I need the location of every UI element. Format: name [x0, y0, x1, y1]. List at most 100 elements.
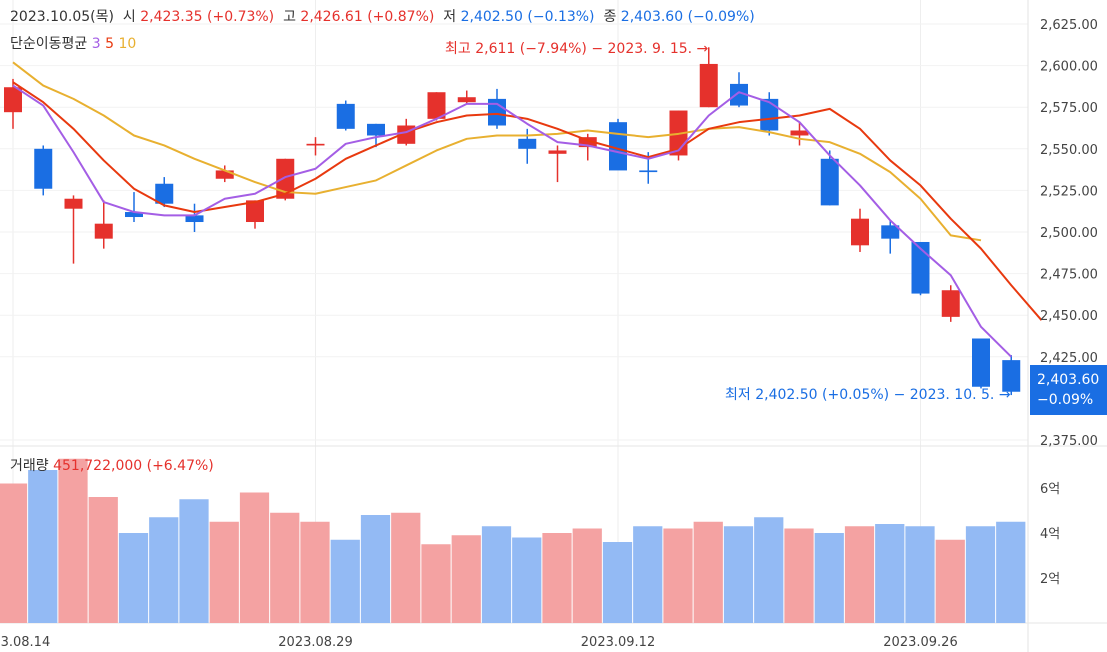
- last-price: 2,403.60: [1037, 372, 1100, 388]
- volume-bar: [935, 539, 965, 623]
- candle-body: [427, 92, 446, 119]
- y-tick-label: 2,525.00: [1040, 184, 1098, 199]
- volume-bar: [784, 528, 814, 623]
- x-tick-label: 2023.08.29: [278, 635, 352, 650]
- candle-body: [276, 158, 295, 199]
- ma3-legend: 3: [91, 36, 101, 52]
- candle-body: [457, 97, 476, 103]
- ma-legend[interactable]: 단순이동평균 3 5 10: [10, 33, 136, 53]
- low-label: 저: [443, 9, 457, 25]
- y-axis: 2,625.00 2,600.00 2,575.00 2,550.00 2,525.00…: [1040, 18, 1098, 449]
- volume-bar: [542, 533, 572, 623]
- volume-bar: [118, 533, 149, 623]
- candle-body: [336, 103, 355, 129]
- volume-bar: [0, 483, 28, 623]
- y-tick-label: 2,425.00: [1040, 351, 1098, 366]
- volume-bar: [270, 512, 300, 623]
- moving-average-lines: [12, 61, 1043, 358]
- volume-bar: [965, 526, 996, 623]
- y-tick-label: 2,375.00: [1040, 434, 1098, 449]
- volume-bar: [754, 517, 784, 623]
- candle-body: [1002, 360, 1021, 392]
- candle-body: [639, 170, 658, 173]
- volume-bar: [844, 526, 875, 623]
- volume-bar: [723, 526, 754, 623]
- volume-bar: [421, 544, 451, 623]
- close-label: 종: [603, 9, 617, 25]
- ma5-legend: 5: [105, 36, 115, 52]
- candle-body: [155, 183, 174, 204]
- volume-bar: [512, 537, 542, 623]
- candle-body: [972, 338, 990, 387]
- candle-body: [246, 200, 264, 223]
- volume-bar: [633, 526, 663, 623]
- candle-body: [730, 83, 748, 106]
- volume-bars: [0, 458, 1026, 623]
- y-tick-label: 2,600.00: [1040, 60, 1098, 75]
- volume-bar: [209, 521, 239, 623]
- volume-bar: [330, 539, 360, 623]
- candle-body: [760, 98, 779, 131]
- high-annotation: 최고 2,611 (−7.94%) − 2023. 9. 15. →: [445, 41, 709, 57]
- volume-bar: [693, 521, 723, 623]
- open-value: 2,423.35 (+0.73%): [140, 9, 275, 25]
- candle-body: [488, 98, 506, 126]
- candle-body: [34, 148, 53, 189]
- candle-body: [911, 241, 930, 294]
- candle-body: [578, 137, 597, 148]
- ohlc-header: 2023.10.05(목) 시 2,423.35 (+0.73%) 고 2,42…: [10, 6, 755, 26]
- y-tick-label: 2,625.00: [1040, 18, 1098, 33]
- high-label: 고: [283, 9, 296, 25]
- candle-body: [699, 63, 718, 108]
- candle-body: [851, 218, 869, 246]
- candle-body: [306, 143, 325, 146]
- y-tick-label: 2,450.00: [1040, 309, 1098, 324]
- y-tick-label: 2,575.00: [1040, 101, 1098, 116]
- volume-bar: [300, 521, 330, 623]
- volume-tick-label: 4억: [1040, 527, 1060, 542]
- ma10-line: [12, 61, 982, 242]
- volume-bar: [391, 512, 421, 623]
- open-label: 시: [122, 9, 136, 25]
- volume-bar: [875, 524, 905, 623]
- volume-tick-label: 2억: [1040, 572, 1060, 587]
- x-axis: 2023.08.14 2023.08.29 2023.09.12 2023.09.26: [0, 635, 958, 650]
- candle-body: [790, 130, 809, 136]
- volume-bar: [149, 517, 179, 623]
- candle-body: [215, 170, 234, 179]
- candle-body: [4, 87, 22, 113]
- candle-body: [820, 158, 839, 206]
- candle-body: [881, 225, 900, 239]
- y-tick-label: 2,550.00: [1040, 143, 1098, 158]
- y-tick-label: 2,475.00: [1040, 268, 1098, 283]
- volume-bar: [602, 542, 633, 623]
- volume-bar: [572, 528, 602, 623]
- ma3-line: [12, 84, 1012, 358]
- close-value: 2,403.60 (−0.09%): [620, 9, 755, 25]
- low-value: 2,402.50 (−0.13%): [460, 9, 595, 25]
- volume-value: 451,722,000 (+6.47%): [53, 458, 214, 474]
- volume-bar: [996, 521, 1026, 623]
- volume-bar: [58, 458, 88, 623]
- candle-body: [185, 215, 204, 223]
- volume-bar: [814, 533, 844, 623]
- candle-body: [941, 290, 960, 317]
- volume-tick-label: 6억: [1040, 482, 1060, 497]
- volume-bar: [88, 497, 118, 623]
- candle-body: [94, 223, 113, 239]
- candle-body: [548, 150, 567, 154]
- candle-body: [64, 198, 83, 209]
- volume-bar: [481, 526, 512, 623]
- ma-legend-label: 단순이동평균: [10, 36, 88, 52]
- candle-body: [518, 138, 537, 149]
- volume-axis: 6억 4억 2억: [1040, 482, 1060, 587]
- x-tick-label: 2023.08.14: [0, 635, 50, 650]
- candle-body: [367, 123, 385, 136]
- y-tick-label: 2,500.00: [1040, 226, 1098, 241]
- last-price-badge: 2,403.60 −0.09%: [1030, 365, 1107, 415]
- volume-label: 거래량: [10, 458, 49, 474]
- volume-bar: [28, 470, 58, 623]
- volume-bar: [905, 526, 935, 623]
- ma5-line: [12, 81, 1043, 321]
